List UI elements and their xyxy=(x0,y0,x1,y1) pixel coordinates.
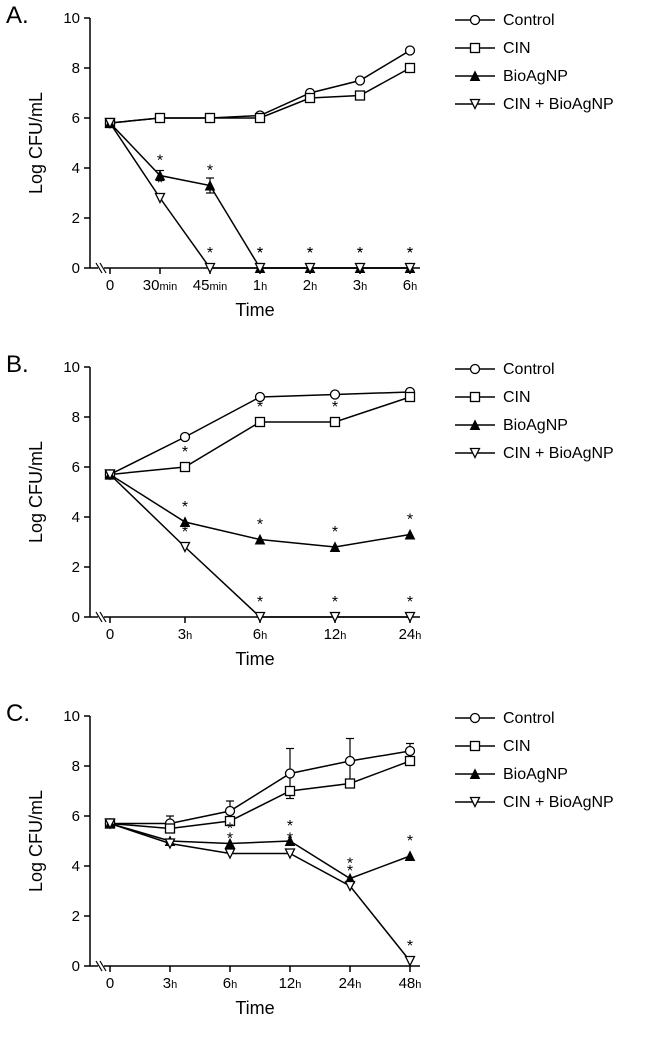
svg-text:*: * xyxy=(407,938,413,955)
svg-text:BioAgNP: BioAgNP xyxy=(503,417,568,434)
figure-root: A. 0 2 4 6 8 10 0 30min 45min 1h 2h 3h 6h Log CFU/mL Ti… xyxy=(0,0,645,1047)
svg-text:*: * xyxy=(407,833,413,850)
svg-text:BioAgNP: BioAgNP xyxy=(503,68,568,85)
svg-text:Log CFU/mL: Log CFU/mL xyxy=(26,790,46,892)
svg-text:12h: 12h xyxy=(279,975,302,992)
svg-text:0: 0 xyxy=(106,626,114,643)
svg-text:*: * xyxy=(257,245,263,262)
svg-text:2h: 2h xyxy=(303,277,317,294)
svg-text:CIN: CIN xyxy=(503,389,531,406)
svg-text:8: 8 xyxy=(72,409,80,426)
svg-text:Time: Time xyxy=(235,649,274,669)
svg-text:24h: 24h xyxy=(399,626,422,643)
svg-text:2: 2 xyxy=(72,559,80,576)
svg-text:*: * xyxy=(332,594,338,611)
svg-text:*: * xyxy=(182,499,188,516)
panel-label-A: A. xyxy=(6,2,29,30)
svg-text:3h: 3h xyxy=(163,975,177,992)
svg-text:CIN: CIN xyxy=(503,738,531,755)
svg-text:*: * xyxy=(157,153,163,170)
svg-text:45min: 45min xyxy=(193,277,227,294)
svg-text:Control: Control xyxy=(503,12,555,29)
svg-text:24h: 24h xyxy=(339,975,362,992)
svg-text:2: 2 xyxy=(72,908,80,925)
svg-text:Time: Time xyxy=(235,300,274,320)
svg-text:12h: 12h xyxy=(324,626,347,643)
svg-text:*: * xyxy=(407,245,413,262)
svg-text:*: * xyxy=(407,512,413,529)
svg-text:2: 2 xyxy=(72,210,80,227)
svg-text:*: * xyxy=(207,245,213,262)
svg-text:*: * xyxy=(287,831,293,848)
svg-text:0: 0 xyxy=(72,260,80,277)
svg-text:10: 10 xyxy=(63,359,80,376)
svg-text:CIN + BioAgNP: CIN + BioAgNP xyxy=(503,96,614,113)
svg-text:3h: 3h xyxy=(178,626,192,643)
svg-text:*: * xyxy=(182,444,188,461)
svg-text:6h: 6h xyxy=(253,626,267,643)
svg-text:10: 10 xyxy=(63,10,80,27)
svg-text:3h: 3h xyxy=(353,277,367,294)
panel-A: A. 0 2 4 6 8 10 0 30min 45min 1h 2h 3h 6h Log CFU/mL Ti… xyxy=(0,0,645,349)
svg-text:30min: 30min xyxy=(143,277,177,294)
svg-text:BioAgNP: BioAgNP xyxy=(503,766,568,783)
svg-text:*: * xyxy=(307,245,313,262)
svg-text:0: 0 xyxy=(106,975,114,992)
svg-text:1h: 1h xyxy=(253,277,267,294)
panel-label-B: B. xyxy=(6,351,29,379)
panel-label-C: C. xyxy=(6,700,30,728)
svg-text:48h: 48h xyxy=(399,975,422,992)
svg-text:CIN + BioAgNP: CIN + BioAgNP xyxy=(503,794,614,811)
panel-C: C. 0 2 4 6 8 10 0 3h 6h 12h 24h 48h Log CFU/mL Time * * *… xyxy=(0,698,645,1047)
svg-text:CIN: CIN xyxy=(503,40,531,57)
svg-text:0: 0 xyxy=(72,609,80,626)
svg-text:6: 6 xyxy=(72,110,80,127)
svg-text:*: * xyxy=(332,524,338,541)
svg-text:*: * xyxy=(257,517,263,534)
svg-text:*: * xyxy=(157,175,163,192)
svg-text:*: * xyxy=(182,524,188,541)
svg-text:Time: Time xyxy=(235,998,274,1018)
svg-text:Log CFU/mL: Log CFU/mL xyxy=(26,92,46,194)
svg-text:*: * xyxy=(357,245,363,262)
svg-text:10: 10 xyxy=(63,708,80,725)
svg-text:0: 0 xyxy=(106,277,114,294)
svg-text:*: * xyxy=(332,399,338,416)
svg-text:*: * xyxy=(257,594,263,611)
svg-text:*: * xyxy=(407,594,413,611)
svg-text:*: * xyxy=(227,831,233,848)
svg-text:Log CFU/mL: Log CFU/mL xyxy=(26,441,46,543)
svg-text:6: 6 xyxy=(72,808,80,825)
svg-text:Control: Control xyxy=(503,710,555,727)
svg-text:6h: 6h xyxy=(403,277,417,294)
svg-text:Control: Control xyxy=(503,361,555,378)
svg-text:8: 8 xyxy=(72,60,80,77)
svg-text:*: * xyxy=(207,163,213,180)
panel-B: B. 0 2 4 6 8 10 0 3h 6h 12h 24h Log CFU/mL Time * * * * * *… xyxy=(0,349,645,698)
svg-text:CIN + BioAgNP: CIN + BioAgNP xyxy=(503,445,614,462)
svg-text:4: 4 xyxy=(72,509,80,526)
svg-text:6h: 6h xyxy=(223,975,237,992)
svg-text:0: 0 xyxy=(72,958,80,975)
svg-text:6: 6 xyxy=(72,459,80,476)
svg-text:4: 4 xyxy=(72,160,80,177)
svg-text:*: * xyxy=(347,863,353,880)
svg-text:4: 4 xyxy=(72,858,80,875)
svg-text:8: 8 xyxy=(72,758,80,775)
svg-text:*: * xyxy=(257,399,263,416)
